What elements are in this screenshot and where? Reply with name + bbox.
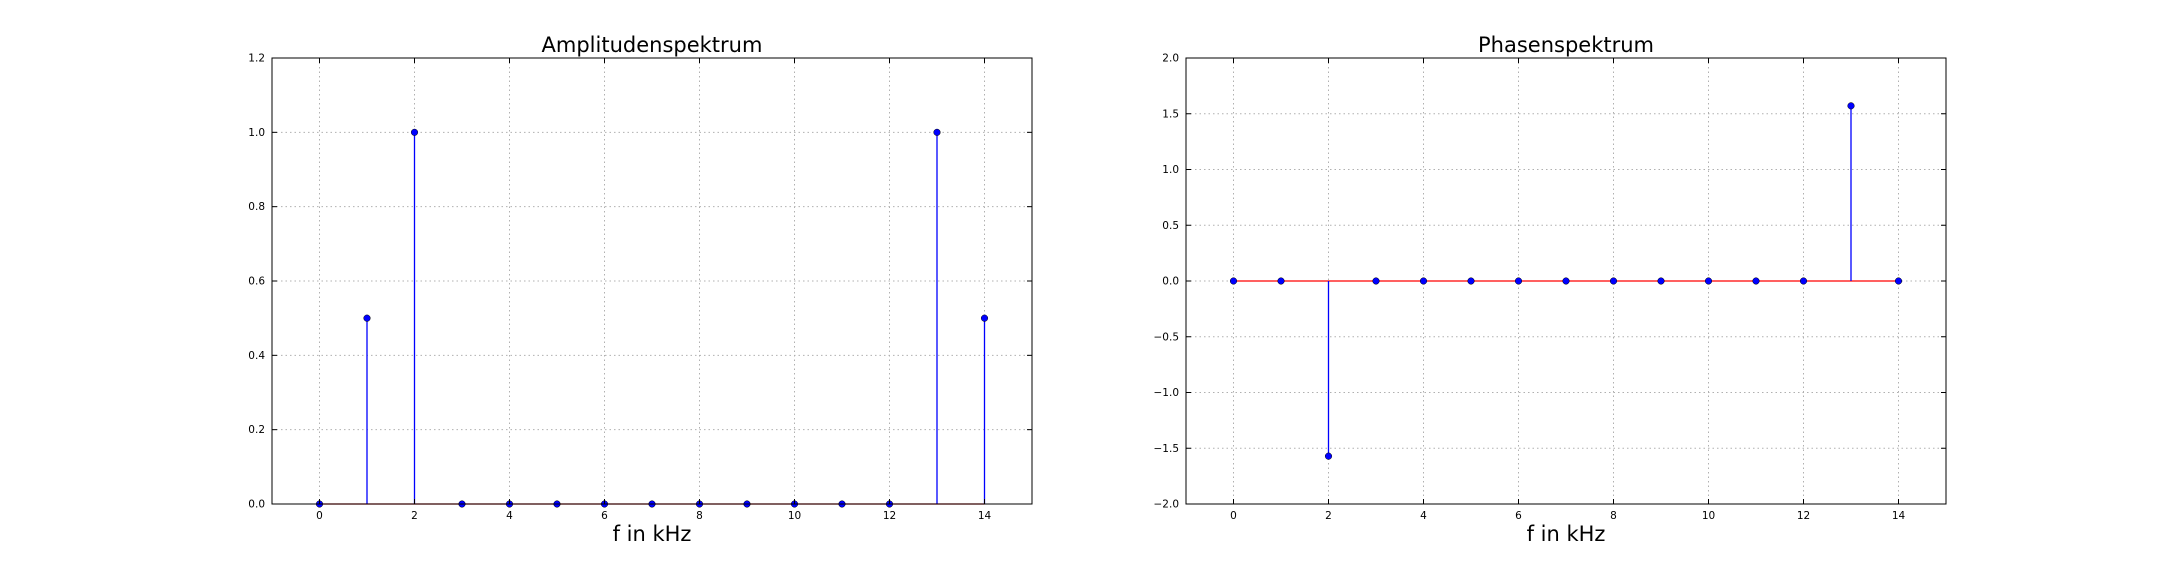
data-point [1657, 277, 1665, 285]
phase-spectrum-chart: Phasenspektrum f in kHz 0 2 4 6 8 10 12 14 −2.0 −… [1154, 33, 1947, 546]
x-tick-label: 10 [788, 510, 801, 522]
y-tick-label: 0.6 [248, 276, 265, 288]
amplitude-spectrum-chart: Amplitudenspektrum f in kHz 0 2 4 6 8 10 12 14 0… [248, 33, 1033, 546]
data-point [1277, 277, 1285, 285]
data-point [1514, 277, 1523, 285]
y-tick-label: 1.0 [1162, 164, 1179, 176]
y-tick-label: 2.0 [1162, 53, 1179, 65]
x-tick-label: 10 [1702, 510, 1715, 522]
y-tick-label: 0.2 [248, 424, 265, 436]
y-tick-label: 0.0 [1162, 276, 1179, 288]
chart-title: Amplitudenspektrum [542, 33, 763, 57]
data-point [933, 128, 941, 136]
x-axis-label: f in kHz [613, 522, 692, 546]
data-point [1324, 452, 1333, 460]
data-point [1799, 277, 1808, 285]
x-tick-label: 0 [316, 510, 323, 522]
y-tick-label: 0.8 [248, 201, 265, 213]
x-tick-label: 12 [1797, 510, 1810, 522]
data-point [1894, 277, 1903, 285]
data-point [1752, 277, 1760, 285]
y-tick-label: 0.0 [248, 499, 265, 511]
data-point [1372, 277, 1380, 285]
chart-title: Phasenspektrum [1478, 33, 1654, 57]
x-tick-label: 8 [696, 510, 703, 522]
y-tick-label: 1.5 [1162, 108, 1179, 120]
y-tick-label: 1.0 [248, 127, 265, 139]
y-tick-label: −1.5 [1154, 443, 1180, 455]
x-tick-label: 2 [1325, 510, 1332, 522]
x-tick-label: 6 [601, 510, 608, 522]
data-point [363, 314, 371, 322]
data-point [1229, 277, 1238, 285]
y-tick-label: 1.2 [248, 53, 265, 65]
x-tick-label: 2 [411, 510, 418, 522]
y-tick-label: −2.0 [1154, 499, 1180, 511]
y-tick-label: −0.5 [1154, 331, 1180, 343]
x-tick-label: 14 [978, 510, 992, 522]
data-point [1419, 277, 1428, 285]
x-tick-label: 0 [1230, 510, 1237, 522]
data-point [1704, 277, 1713, 285]
data-point [410, 128, 419, 136]
x-tick-label: 4 [1420, 510, 1427, 522]
x-tick-label: 8 [1610, 510, 1617, 522]
data-point [1562, 277, 1570, 285]
y-tick-label: 0.5 [1162, 220, 1179, 232]
data-point [1847, 102, 1855, 110]
x-tick-label: 12 [883, 510, 896, 522]
x-axis-label: f in kHz [1527, 522, 1606, 546]
data-point [1609, 277, 1618, 285]
y-tick-label: 0.4 [248, 350, 265, 362]
data-point [980, 314, 989, 322]
x-tick-label: 14 [1892, 510, 1906, 522]
x-tick-label: 4 [506, 510, 513, 522]
x-tick-label: 6 [1515, 510, 1522, 522]
data-point [1467, 277, 1475, 285]
y-tick-label: −1.0 [1154, 387, 1180, 399]
